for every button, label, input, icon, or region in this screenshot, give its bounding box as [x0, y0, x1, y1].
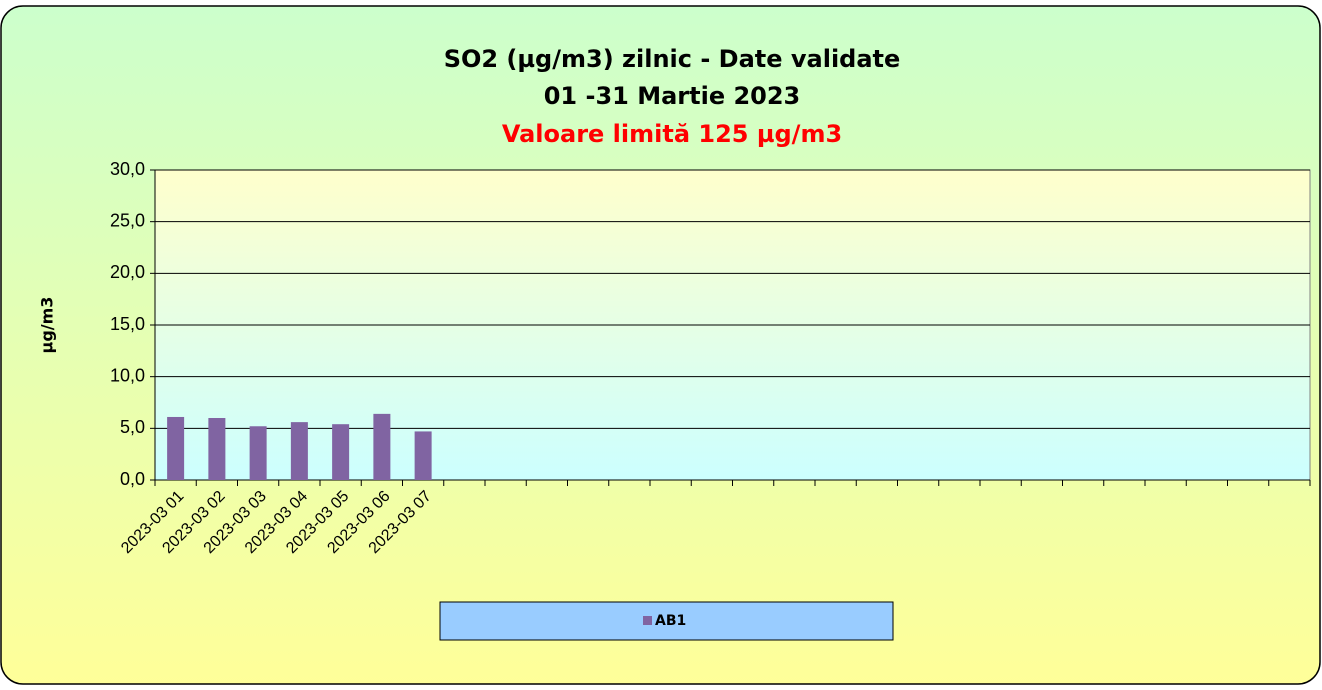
bar	[414, 431, 432, 480]
bar	[167, 416, 185, 480]
chart-title: SO2 (µg/m3) zilnic - Date validate	[444, 45, 901, 73]
y-tick-label: 5,0	[120, 417, 145, 437]
bar	[373, 413, 391, 480]
legend-swatch	[643, 616, 652, 625]
y-tick-label: 10,0	[110, 365, 145, 385]
y-axis-label: µg/m3	[38, 297, 57, 354]
legend	[439, 601, 894, 641]
bar	[332, 424, 350, 480]
legend-label: AB1	[655, 613, 686, 629]
y-tick-label: 0,0	[120, 469, 145, 489]
y-tick-label: 15,0	[110, 314, 145, 334]
chart-subtitle: 01 -31 Martie 2023	[544, 82, 801, 110]
bar	[290, 422, 308, 480]
y-tick-label: 20,0	[110, 262, 145, 282]
limit-annotation: Valoare limită 125 µg/m3	[502, 120, 842, 148]
bar	[249, 426, 267, 480]
bar	[208, 418, 226, 480]
y-tick-label: 30,0	[110, 159, 145, 179]
y-tick-label: 25,0	[110, 210, 145, 230]
